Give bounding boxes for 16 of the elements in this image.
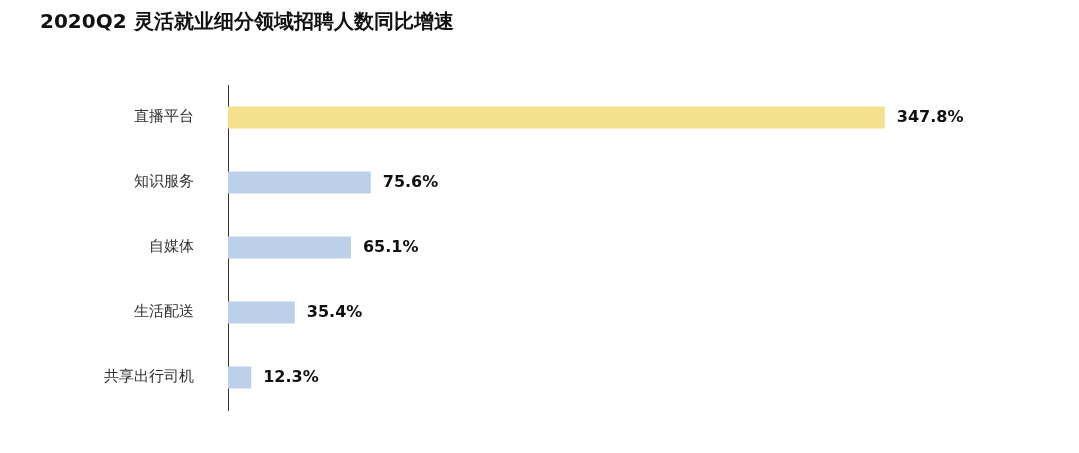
y-tick-label: 共享出行司机 bbox=[104, 367, 194, 386]
data-label: 12.3% bbox=[263, 366, 319, 386]
bar bbox=[228, 236, 351, 259]
y-tick-label: 自媒体 bbox=[149, 237, 194, 256]
data-label: 75.6% bbox=[382, 171, 439, 191]
y-tick-label: 直播平台 bbox=[134, 107, 194, 126]
bar bbox=[228, 301, 295, 324]
data-label: 347.8% bbox=[896, 106, 964, 126]
bar bbox=[228, 106, 885, 129]
bar bbox=[228, 171, 371, 194]
data-label: 35.4% bbox=[306, 301, 363, 321]
bar bbox=[228, 366, 252, 389]
y-tick-label: 生活配送 bbox=[134, 302, 194, 321]
chart-title: 2020Q2 灵活就业细分领域招聘人数同比增速 bbox=[40, 8, 454, 35]
y-tick-label: 知识服务 bbox=[134, 172, 194, 191]
data-label: 65.1% bbox=[362, 236, 419, 256]
